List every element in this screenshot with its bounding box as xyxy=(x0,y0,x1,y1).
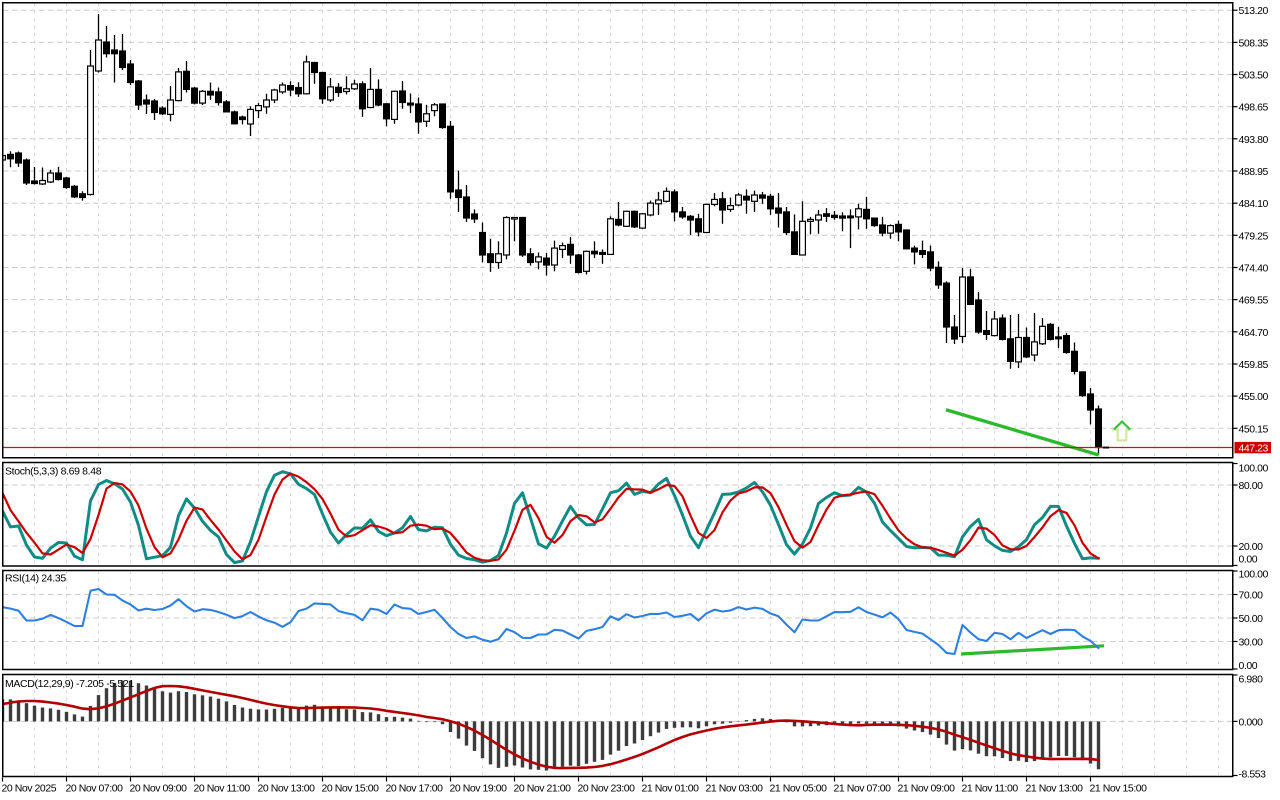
svg-text:21 Nov 15:00: 21 Nov 15:00 xyxy=(1090,783,1148,795)
svg-text:21 Nov 09:00: 21 Nov 09:00 xyxy=(898,783,956,795)
svg-text:488.95: 488.95 xyxy=(1239,166,1269,178)
svg-text:50.00: 50.00 xyxy=(1239,613,1264,625)
svg-text:447.23: 447.23 xyxy=(1239,442,1269,454)
svg-text:474.40: 474.40 xyxy=(1239,263,1269,275)
svg-text:21 Nov 11:00: 21 Nov 11:00 xyxy=(962,783,1019,795)
svg-text:20 Nov 15:00: 20 Nov 15:00 xyxy=(322,783,380,795)
svg-text:20 Nov 19:00: 20 Nov 19:00 xyxy=(450,783,508,795)
svg-text:20 Nov 17:00: 20 Nov 17:00 xyxy=(386,783,444,795)
svg-text:20 Nov 07:00: 20 Nov 07:00 xyxy=(66,783,124,795)
svg-text:0.00: 0.00 xyxy=(1239,554,1258,566)
svg-text:0.000: 0.000 xyxy=(1239,716,1264,728)
svg-text:459.85: 459.85 xyxy=(1239,359,1269,371)
svg-text:70.00: 70.00 xyxy=(1239,590,1264,602)
svg-text:6.980: 6.980 xyxy=(1239,674,1264,686)
svg-text:0.00: 0.00 xyxy=(1239,660,1258,672)
svg-text:RSI(14) 24.35: RSI(14) 24.35 xyxy=(5,573,66,585)
svg-text:20 Nov 21:00: 20 Nov 21:00 xyxy=(514,783,572,795)
svg-text:100.00: 100.00 xyxy=(1239,569,1269,581)
svg-text:20 Nov 2025: 20 Nov 2025 xyxy=(2,783,57,795)
svg-text:469.55: 469.55 xyxy=(1239,295,1269,307)
svg-text:20 Nov 09:00: 20 Nov 09:00 xyxy=(130,783,188,795)
svg-text:20 Nov 23:00: 20 Nov 23:00 xyxy=(578,783,636,795)
svg-text:464.70: 464.70 xyxy=(1239,327,1269,339)
svg-text:479.25: 479.25 xyxy=(1239,230,1269,242)
svg-text:21 Nov 13:00: 21 Nov 13:00 xyxy=(1026,783,1084,795)
svg-text:503.50: 503.50 xyxy=(1239,70,1269,82)
svg-text:498.65: 498.65 xyxy=(1239,102,1269,114)
svg-text:30.00: 30.00 xyxy=(1239,637,1264,649)
svg-text:493.80: 493.80 xyxy=(1239,134,1269,146)
svg-text:100.00: 100.00 xyxy=(1239,463,1269,475)
svg-text:455.00: 455.00 xyxy=(1239,391,1269,403)
svg-text:21 Nov 03:00: 21 Nov 03:00 xyxy=(706,783,764,795)
svg-text:484.10: 484.10 xyxy=(1239,198,1269,210)
svg-text:20 Nov 13:00: 20 Nov 13:00 xyxy=(258,783,316,795)
svg-text:Stoch(5,3,3) 8.69 8.48: Stoch(5,3,3) 8.69 8.48 xyxy=(5,466,102,478)
svg-text:508.35: 508.35 xyxy=(1239,37,1269,49)
svg-text:21 Nov 07:00: 21 Nov 07:00 xyxy=(834,783,892,795)
svg-text:21 Nov 05:00: 21 Nov 05:00 xyxy=(770,783,828,795)
svg-text:450.15: 450.15 xyxy=(1239,423,1269,435)
svg-text:-8.553: -8.553 xyxy=(1239,769,1267,781)
svg-text:20.00: 20.00 xyxy=(1239,541,1264,553)
svg-text:80.00: 80.00 xyxy=(1239,480,1264,492)
svg-text:21 Nov 01:00: 21 Nov 01:00 xyxy=(642,783,700,795)
svg-text:MACD(12,29,9) -7.205 -5.521: MACD(12,29,9) -7.205 -5.521 xyxy=(5,678,134,690)
svg-text:513.20: 513.20 xyxy=(1239,5,1269,17)
svg-text:20 Nov 11:00: 20 Nov 11:00 xyxy=(194,783,251,795)
